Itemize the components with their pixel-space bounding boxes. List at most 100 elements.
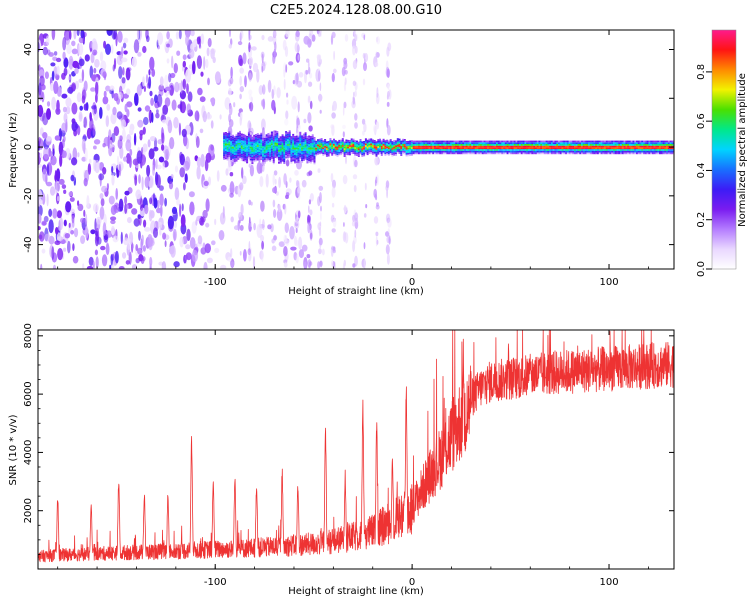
spectrogram-signal-cell [366,148,369,150]
spectrogram-signal-cell [274,146,277,148]
spectrogram-signal-cell [460,147,463,150]
spectrogram-streak-mark [388,235,391,245]
spectrogram-signal-cell [623,149,626,151]
spectrogram-signal-cell [387,154,390,156]
spectrogram-signal-cell [256,155,259,157]
spectrogram-signal-cell [333,142,335,144]
spectrogram-noise-mark [65,97,72,108]
spectrogram-signal-cell [457,150,459,153]
spectrogram-signal-cell [320,150,323,152]
spectrogram-signal-cell [449,150,452,153]
spectrogram-streak-mark [261,250,264,262]
spectrogram-signal-cell [600,140,603,143]
spectrogram-signal-cell [515,144,518,146]
spectrogram-streak-mark [319,221,322,227]
spectrogram-signal-cell [549,147,552,150]
spectrogram-streak-mark [240,203,244,216]
spectrogram-signal-cell [563,140,566,143]
spectrogram-signal-cell [536,144,539,146]
spectrogram-noise-mark [179,90,186,100]
spectrogram-signal-cell [584,144,587,146]
spectrogram-signal-cell [327,153,330,155]
spectrogram-signal-cell [579,150,582,153]
spectrogram-signal-cell [354,143,357,146]
spectrogram-signal-cell [621,140,624,143]
spectrogram-signal-cell [317,147,319,150]
spectrogram-signal-cell [304,137,307,140]
spectrogram-noise-mark [148,209,153,222]
spectrogram-signal-cell [386,146,389,149]
spectrogram-noise-mark [142,143,148,153]
spectrogram-signal-cell [611,140,614,143]
spectrogram-signal-cell [591,152,594,155]
spectrogram-noise-mark [296,129,300,138]
spectrogram-signal-cell [345,143,348,145]
spectrogram-noise-mark [176,50,181,56]
spectrogram-signal-cell [270,138,273,140]
spectrogram-signal-cell [542,140,545,143]
spectrogram-noise-mark [112,106,117,116]
spectrogram-signal-cell [270,131,273,134]
spectrogram-signal-cell [329,148,332,150]
spectrogram-signal-cell [554,142,557,144]
spectrogram-signal-cell [285,146,288,149]
spectrogram-noise-mark [185,34,190,46]
spectrogram-signal-cell [324,139,327,141]
spectrogram-signal-cell [223,154,226,157]
spectrogram-noise-mark [46,163,50,176]
spectrogram-signal-cell [283,152,286,154]
spectrogram-signal-cell [529,144,532,146]
spectrogram-signal-cell [262,159,265,162]
spectrogram-signal-cell [627,142,630,144]
spectrogram-signal-cell [270,157,273,159]
spectrogram-signal-cell [382,144,385,146]
spectrogram-signal-cell [538,145,541,148]
spectrogram-streak-mark [354,34,358,42]
spectrogram-signal-cell [535,150,537,153]
spectrogram-signal-cell [483,147,486,150]
spectrogram-signal-cell [558,152,560,155]
spectrogram-signal-cell [279,148,282,150]
spectrogram-streak-mark [250,201,253,206]
spectrogram-signal-cell [628,145,631,148]
spectrogram-signal-cell [290,161,293,164]
spectrogram-signal-cell [549,150,552,153]
spectrogram-signal-cell [662,150,665,153]
spectrogram-signal-cell [529,145,532,148]
spectrogram-signal-cell [416,150,419,153]
spectrogram-signal-cell [435,150,438,153]
spectrogram-streak-mark [363,122,367,133]
spectrogram-signal-cell [377,151,380,153]
spectrogram-signal-cell [333,147,335,149]
spectrogram-signal-cell [508,140,511,143]
spectrogram-signal-cell [272,137,275,140]
spectrogram-y-label: Frequency (Hz) [8,112,19,188]
spectrogram-noise-mark [62,51,66,60]
spectrogram-signal-cell [492,142,495,144]
spectrogram-signal-cell [263,160,266,162]
spectrogram-signal-cell [625,150,628,153]
spectrogram-signal-cell [527,152,530,155]
spectrogram-signal-cell [582,145,585,148]
spectrogram-streak-mark [332,179,336,189]
spectrogram-signal-cell [306,153,309,155]
spectrogram-signal-cell [655,144,658,146]
spectrogram-signal-cell [240,152,243,154]
spectrogram-signal-cell [628,152,631,155]
spectrogram-signal-cell [662,149,665,151]
spectrogram-signal-cell [380,150,383,153]
spectrogram-signal-cell [278,162,280,164]
spectrogram-signal-cell [359,152,362,155]
spectrogram-signal-cell [306,154,309,157]
spectrogram-noise-mark [52,264,57,269]
spectrogram-noise-mark [71,40,76,47]
spectrogram-noise-mark [220,264,227,269]
spectrogram-signal-cell [356,145,358,148]
spectrogram-signal-cell [240,136,243,139]
spectrogram-signal-cell [297,158,300,160]
spectrogram-signal-cell [311,158,314,160]
spectrogram-signal-cell [240,148,243,151]
spectrogram-signal-cell [299,133,302,136]
spectrogram-signal-cell [659,150,661,153]
spectrogram-signal-cell [625,144,628,146]
